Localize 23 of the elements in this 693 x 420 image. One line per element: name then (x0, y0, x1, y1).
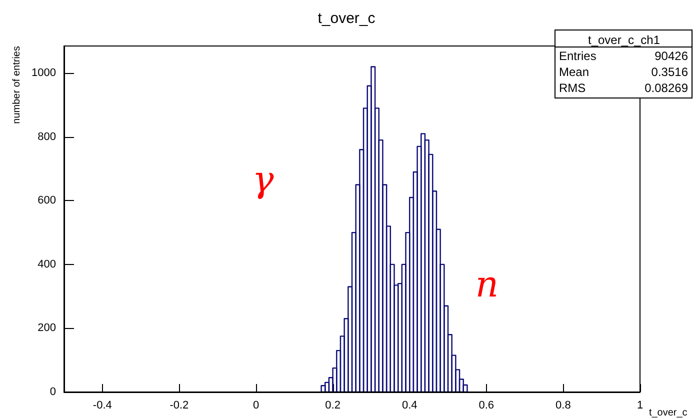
x-tick-label: -0.4 (92, 400, 112, 412)
text: Mean 0.3516 (559, 65, 688, 79)
y-tick-label: 1000 (32, 67, 56, 80)
x-tick-label: 0.6 (478, 400, 494, 412)
x-tick-label: 0.2 (325, 400, 340, 412)
text: RMS 0.08269 (559, 81, 688, 95)
y-tick-label: 200 (38, 322, 56, 334)
annotation: t_over_c_ch1 (588, 33, 660, 47)
text: Entries 90426 (559, 49, 688, 63)
x-tick-label: 0.4 (402, 400, 418, 412)
x-tick-label: 0.8 (556, 400, 571, 412)
y-axis-title: number of entries (12, 46, 22, 124)
y-tick-label: 800 (38, 130, 56, 143)
y-tick-label: 600 (38, 194, 56, 207)
chart-title: t_over_c (318, 10, 376, 27)
annotation: γ (252, 160, 274, 200)
x-axis-title: t_over_c (648, 408, 688, 418)
y-tick-label: 400 (38, 258, 56, 270)
x-tick-label: 0 (252, 400, 260, 412)
x-tick-label: -0.2 (170, 400, 189, 412)
y-tick-label: 0 (50, 386, 56, 398)
x-tick-label: 1 (636, 400, 644, 412)
annotation: n (475, 264, 499, 306)
